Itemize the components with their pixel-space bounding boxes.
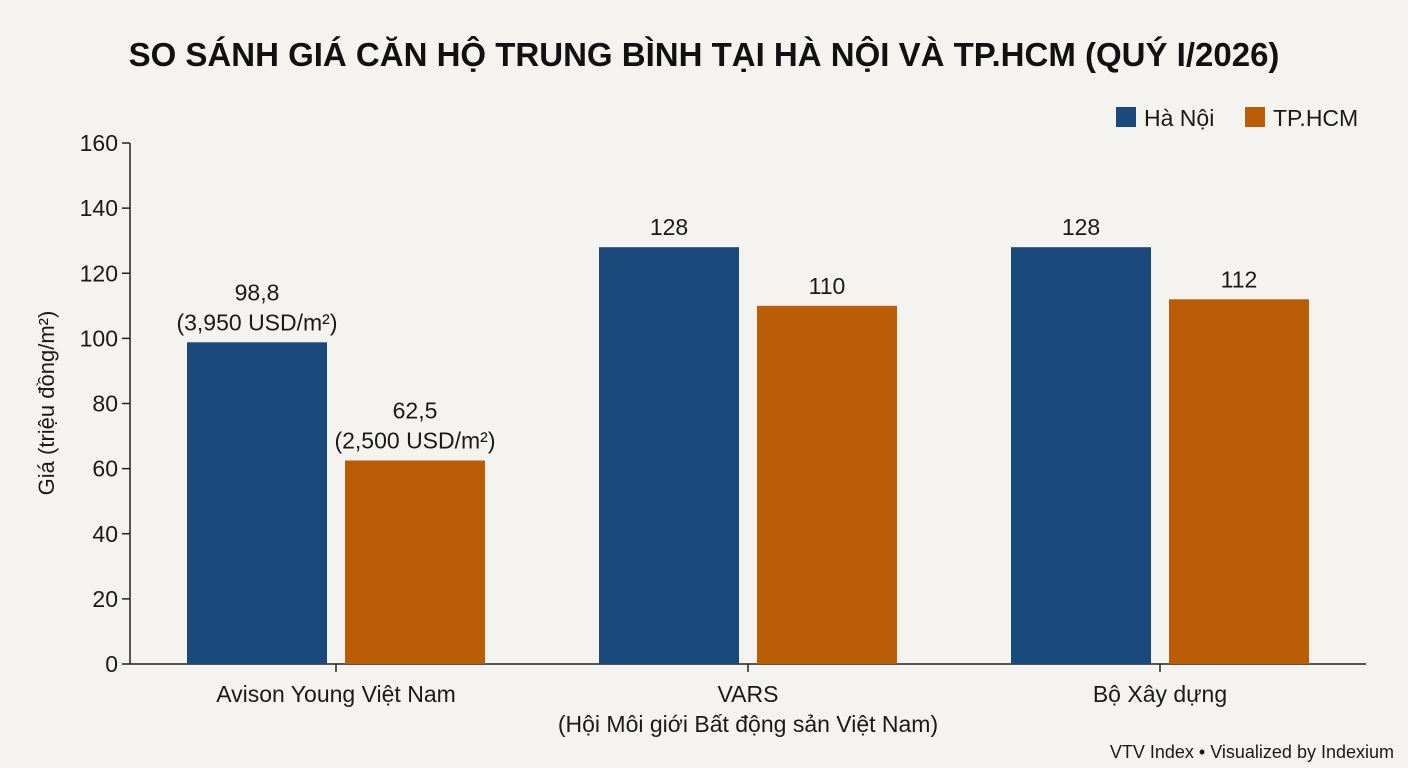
bar-value-label: 112 <box>1221 266 1258 292</box>
legend: Hà Nội TP.HCM <box>1116 105 1358 131</box>
y-tick-label: 0 <box>105 651 118 677</box>
y-tick-label: 20 <box>92 586 118 612</box>
bar <box>187 342 327 664</box>
y-axis: 0 20 40 60 80 100 120 140 160 <box>80 130 131 677</box>
bar <box>599 247 739 664</box>
bar-value-label: 62,5 <box>393 397 438 423</box>
chart-title: SO SÁNH GIÁ CĂN HỘ TRUNG BÌNH TẠI HÀ NỘI… <box>129 35 1280 73</box>
bar <box>1011 247 1151 664</box>
source-note: VTV Index • Visualized by Indexium <box>1110 742 1394 762</box>
legend-label: TP.HCM <box>1273 105 1358 131</box>
x-axis: Avison Young Việt Nam VARS (Hội Môi giới B… <box>130 663 1366 737</box>
bar-value-label: 128 <box>650 214 688 240</box>
y-tick-label: 140 <box>80 195 118 221</box>
legend-swatch <box>1116 107 1136 127</box>
bar <box>757 305 897 664</box>
bar <box>1169 299 1309 664</box>
y-tick-label: 160 <box>80 130 118 156</box>
bar-value-label: 110 <box>809 273 846 299</box>
x-category-label: Bộ Xây dựng <box>1093 681 1227 707</box>
y-tick-label: 40 <box>92 521 118 547</box>
legend-label: Hà Nội <box>1144 105 1214 131</box>
x-category-label: VARS <box>718 681 779 707</box>
bars: 98,8 (3,950 USD/m²) 62,5 (2,500 USD/m²) 128 1… <box>176 214 1309 664</box>
bar-value-label: 98,8 <box>235 279 280 305</box>
y-tick-label: 60 <box>92 456 118 482</box>
bar-value-label: (2,500 USD/m²) <box>334 427 495 453</box>
legend-swatch <box>1245 107 1265 127</box>
x-category-label: (Hội Môi giới Bất động sản Việt Nam) <box>558 711 938 737</box>
bar-value-label: 128 <box>1062 214 1100 240</box>
bar-value-label: (3,950 USD/m²) <box>176 309 337 335</box>
y-tick-label: 100 <box>80 325 118 351</box>
x-category-label: Avison Young Việt Nam <box>216 681 456 707</box>
bar <box>345 460 485 664</box>
y-tick-label: 80 <box>92 391 118 417</box>
y-tick-label: 120 <box>80 260 118 286</box>
y-axis-title: Giá (triệu đồng/m²) <box>34 311 59 496</box>
